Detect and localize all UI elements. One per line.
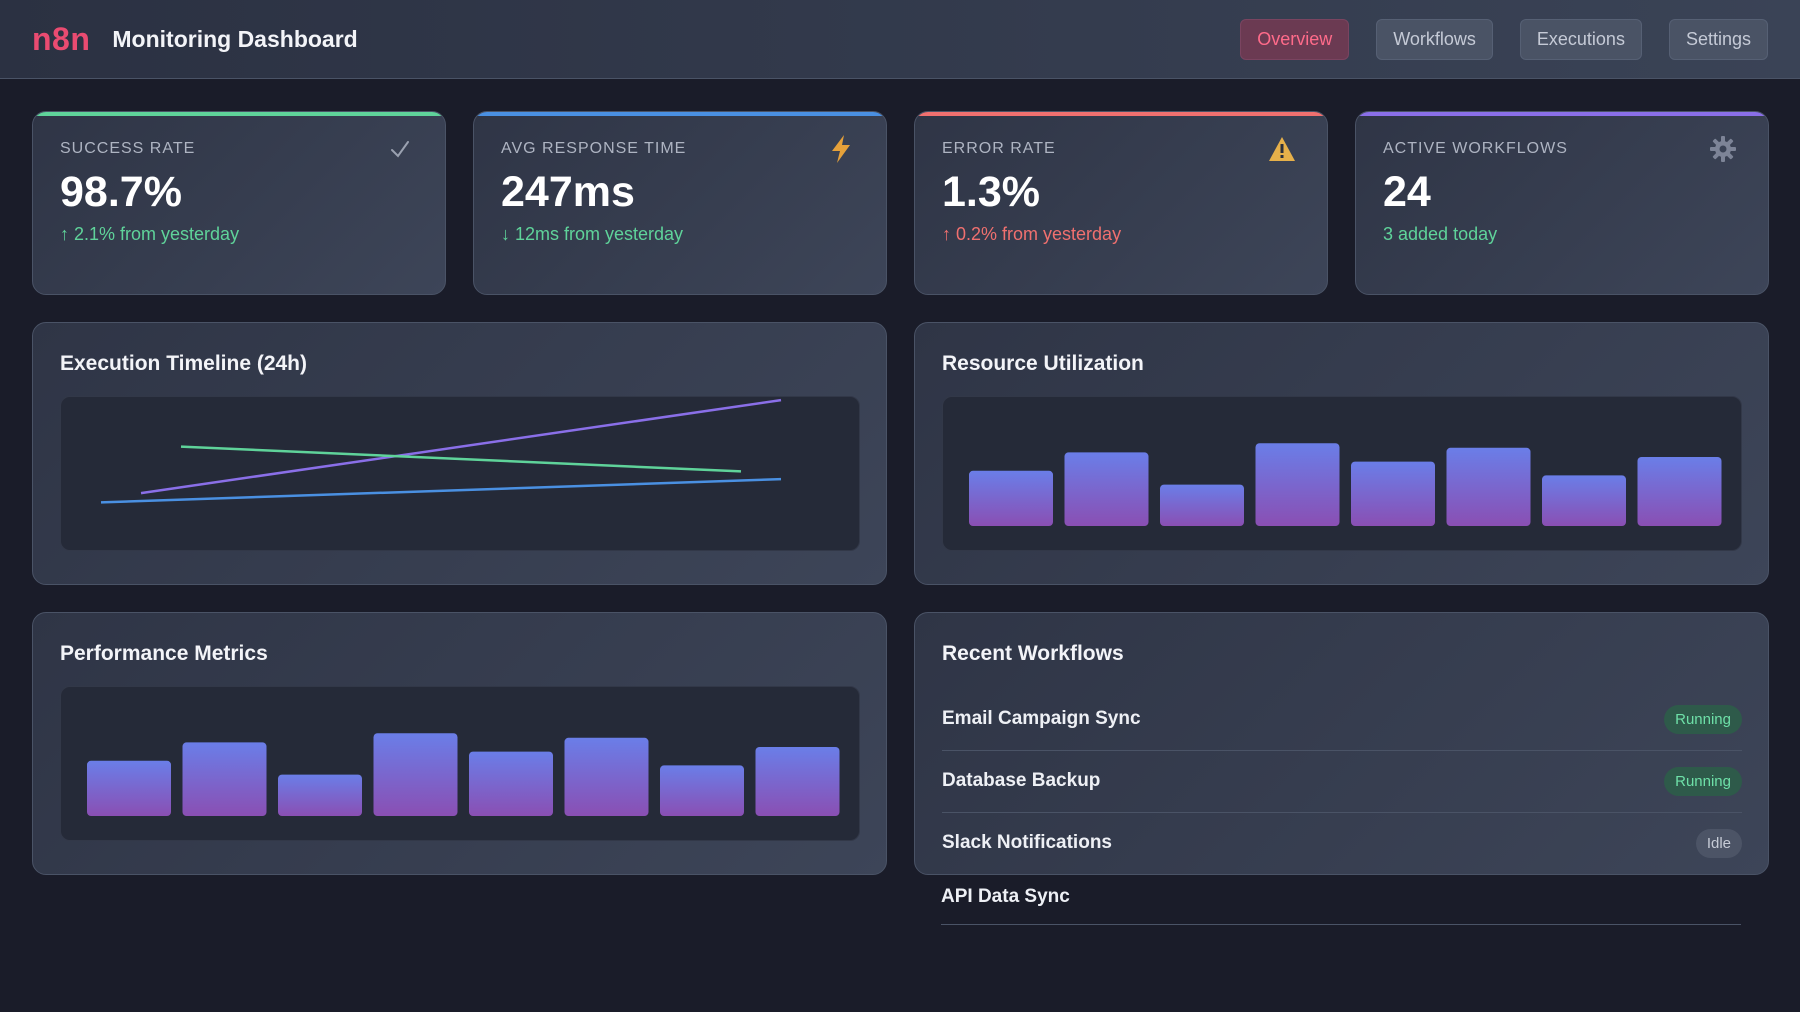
performance-metrics-panel: Performance Metrics [32,612,887,875]
stat-label: SUCCESS RATE [60,140,196,157]
stat-label: ACTIVE WORKFLOWS [1383,140,1568,157]
top-bar: n8n Monitoring Dashboard Overview Workfl… [0,0,1800,79]
status-badge: Running [1664,705,1742,734]
stat-change: 3 added today [1383,224,1498,244]
workflow-row[interactable]: Email Campaign Sync Running [942,689,1742,751]
stat-value: 98.7% [60,168,182,216]
chart-bar [969,470,1053,526]
panel-title: Execution Timeline (24h) [60,352,308,375]
chart-bar [1255,443,1340,526]
execution-timeline-panel: Execution Timeline (24h) [32,322,887,585]
stat-change: ↑ 0.2% from yesterday [942,224,1122,244]
timeline-series-line [180,445,742,473]
stat-card-avg-response: AVG RESPONSE TIME 247ms ↓ 12ms from yest… [473,111,887,295]
stat-value: 1.3% [942,168,1041,216]
chart-bar [1160,484,1244,526]
resource-utilization-panel: Resource Utilization [914,322,1769,585]
chart-bar [278,774,362,816]
status-badge: Idle [1695,829,1742,858]
workflow-name: Email Campaign Sync [942,708,1141,729]
workflow-row[interactable]: Slack Notifications Idle [942,813,1742,874]
resource-chart-svg [969,443,1722,526]
stat-value: 247ms [501,168,635,216]
lightning-icon [826,134,856,164]
stat-accent-bar [1356,112,1768,116]
n8n-logo[interactable]: n8n [32,20,91,57]
panel-title: Recent Workflows [942,642,1124,665]
stat-label: AVG RESPONSE TIME [501,140,687,157]
chart-bar [469,751,553,816]
page-title: Monitoring Dashboard [112,25,358,52]
chart-bar [564,737,649,816]
workflow-name: Slack Notifications [942,832,1112,853]
nav-settings-button[interactable]: Settings [1668,19,1768,60]
nav-overview-button[interactable]: Overview [1240,19,1350,60]
chart-bar [1542,475,1626,526]
gear-icon [1708,134,1738,164]
chart-bar [1446,447,1531,526]
panel-title: Performance Metrics [60,642,268,665]
stat-label: ERROR RATE [942,140,1056,157]
chart-bar [373,733,458,816]
warning-icon [1267,134,1297,164]
workflow-name: Database Backup [942,770,1101,791]
chart-bar [660,765,744,816]
timeline-chart-svg [100,398,782,504]
main-nav: Overview Workflows Executions Settings [1240,19,1768,60]
stat-card-success-rate: SUCCESS RATE 98.7% ↑ 2.1% from yesterday [32,111,446,295]
chart-bar [1351,461,1435,526]
stat-change: ↓ 12ms from yesterday [501,224,684,244]
chart-bar [755,747,840,816]
workflow-name: API Data Sync [941,886,1070,907]
nav-workflows-button[interactable]: Workflows [1376,19,1493,60]
check-icon [385,134,415,164]
chart-bar [1064,452,1149,526]
resource-chart [942,396,1742,551]
nav-executions-button[interactable]: Executions [1519,19,1642,60]
chart-bar [182,742,267,816]
chart-bar [87,760,171,816]
workflow-row[interactable]: API Data Sync [941,872,1741,925]
stat-value: 24 [1383,168,1431,216]
timeline-series-line [100,477,782,504]
timeline-chart [60,396,860,551]
timeline-series-line [140,398,782,495]
performance-chart-svg [87,733,840,816]
status-badge: Running [1664,767,1742,796]
stat-accent-bar [33,112,445,116]
recent-workflows-panel: Recent Workflows Email Campaign Sync Run… [914,612,1769,875]
stat-accent-bar [474,112,886,116]
stat-accent-bar [915,112,1327,116]
workflow-row[interactable]: Database Backup Running [942,751,1742,813]
stat-card-error-rate: ERROR RATE 1.3% ↑ 0.2% from yesterday [914,111,1328,295]
stat-card-active-workflows: ACTIVE WORKFLOWS 24 3 added today [1355,111,1769,295]
performance-chart [60,686,860,841]
panel-title: Resource Utilization [942,352,1144,375]
chart-bar [1637,457,1722,526]
workflow-list: Email Campaign Sync Running Database Bac… [942,689,1742,874]
stat-change: ↑ 2.1% from yesterday [60,224,240,244]
